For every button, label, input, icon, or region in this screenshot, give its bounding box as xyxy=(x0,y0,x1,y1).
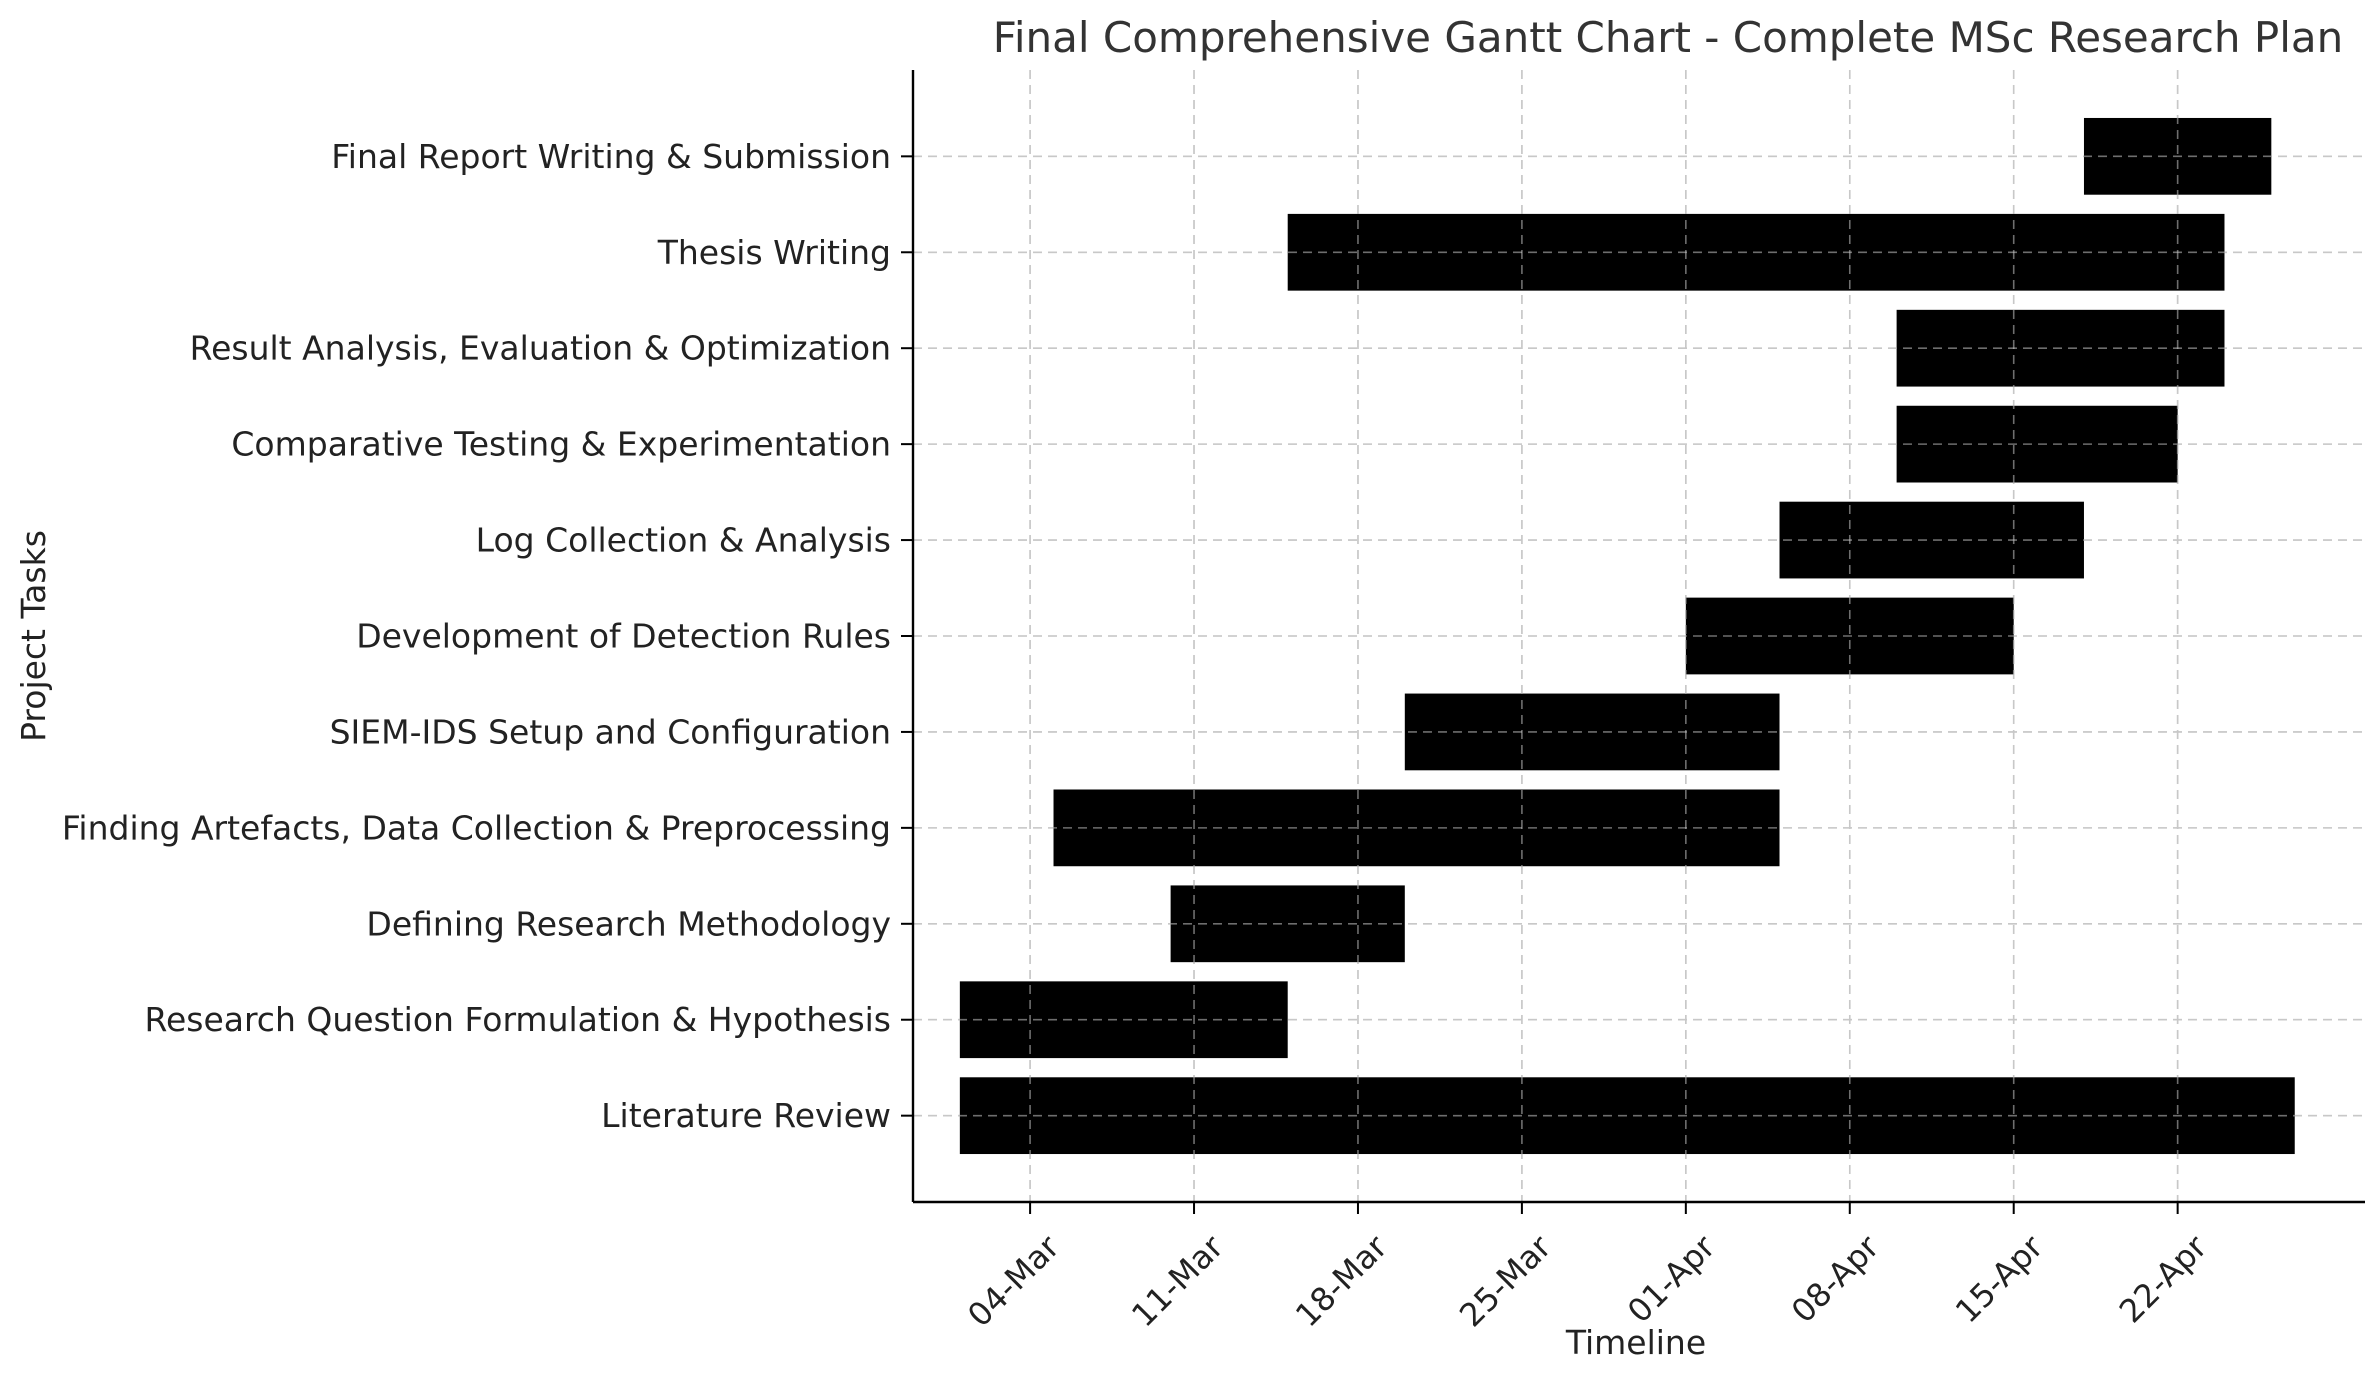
task-label: SIEM-IDS Setup and Configuration xyxy=(330,712,891,751)
task-label: Result Analysis, Evaluation & Optimizati… xyxy=(190,329,891,368)
axes xyxy=(901,70,2365,1214)
grid-overlay xyxy=(913,70,2365,1202)
x-tick-label: 25-Mar xyxy=(1452,1227,1559,1334)
task-label: Research Question Formulation & Hypothes… xyxy=(145,1000,892,1039)
x-tick-label: 11-Mar xyxy=(1124,1227,1231,1334)
task-label: Comparative Testing & Experimentation xyxy=(231,425,891,464)
task-label: Literature Review xyxy=(601,1096,891,1135)
task-label: Defining Research Methodology xyxy=(366,904,891,943)
x-tick-label: 08-Apr xyxy=(1784,1227,1887,1330)
task-label: Development of Detection Rules xyxy=(356,617,891,656)
x-tick-labels: 04-Mar 11-Mar 18-Mar 25-Mar 01-Apr 08-Apr 15-A… xyxy=(960,1227,2215,1334)
task-label: Log Collection & Analysis xyxy=(476,521,891,560)
task-label: Thesis Writing xyxy=(657,233,891,272)
x-tick-label: 04-Mar xyxy=(960,1227,1067,1334)
task-label: Finding Artefacts, Data Collection & Pre… xyxy=(62,808,891,847)
task-labels: Literature Review Research Question Formu… xyxy=(62,137,891,1135)
x-axis-label: Timeline xyxy=(1565,1323,1706,1362)
task-label: Final Report Writing & Submission xyxy=(331,137,891,176)
chart-title: Final Comprehensive Gantt Chart - Comple… xyxy=(993,13,2344,62)
y-axis-label: Project Tasks xyxy=(14,530,53,742)
x-tick-label: 22-Apr xyxy=(2112,1227,2215,1330)
x-tick-label: 01-Apr xyxy=(1620,1227,1723,1330)
x-tick-label: 15-Apr xyxy=(1948,1227,2051,1330)
x-tick-label: 18-Mar xyxy=(1288,1227,1395,1334)
